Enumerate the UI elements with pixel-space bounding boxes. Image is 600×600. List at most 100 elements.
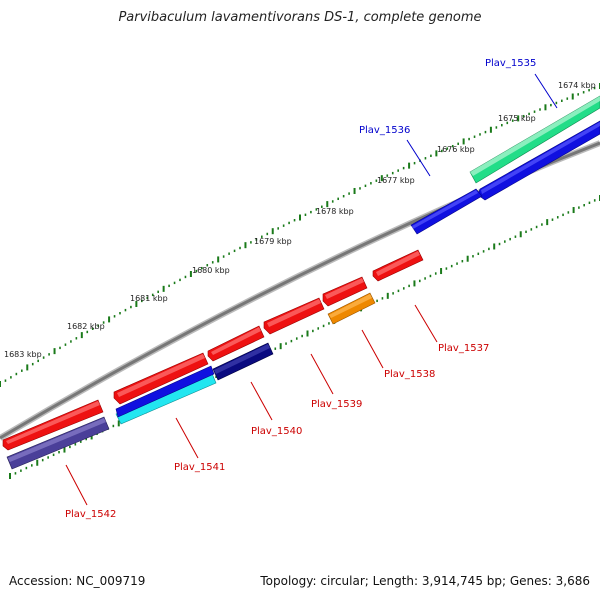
gene-arrow-plav-1537-shade — [376, 251, 420, 276]
minor-tick-mark — [195, 269, 198, 273]
major-tick-mark — [413, 280, 416, 287]
major-tick-mark — [380, 175, 383, 182]
callout-lines — [65, 73, 558, 506]
minor-tick-mark — [112, 424, 115, 428]
minor-tick-mark — [20, 469, 22, 472]
callout-line-plav-1539 — [310, 353, 334, 395]
minor-tick-mark — [506, 121, 509, 125]
minor-tick-mark — [391, 171, 394, 175]
minor-tick-mark — [59, 346, 61, 350]
gene-arrow-red-left-shade — [6, 401, 100, 444]
minor-tick-mark — [456, 262, 458, 265]
scale-labels: 1674 kbp 1675 kbp 1676 kbp 1677 kbp 1678… — [4, 81, 596, 359]
major-tick-mark — [466, 255, 469, 262]
major-tick-mark — [36, 459, 39, 466]
genome-summary-text: Topology: circular; Length: 3,914,745 bp… — [260, 574, 590, 588]
minor-tick-mark — [567, 211, 570, 214]
minor-tick-mark — [173, 281, 176, 285]
major-tick-mark — [546, 219, 549, 226]
minor-tick-mark — [522, 114, 525, 118]
gene-label-plav-1540[interactable]: Plav_1540 — [251, 426, 302, 437]
tick-label: 1682 kbp — [67, 322, 105, 331]
minor-tick-mark — [402, 287, 405, 290]
major-tick-mark — [408, 162, 411, 169]
major-tick-mark — [135, 300, 138, 307]
tick-label: 1681 kbp — [130, 294, 168, 303]
gene-label-plav-1542[interactable]: Plav_1542 — [65, 509, 116, 520]
minor-tick-mark — [364, 184, 367, 188]
gene-arrow-plav-1541[interactable] — [115, 365, 215, 418]
gene-arrow-plav-1540-shade — [214, 344, 270, 374]
minor-tick-mark — [451, 144, 454, 148]
minor-tick-mark — [577, 93, 579, 96]
major-tick-mark — [80, 332, 83, 339]
minor-tick-mark — [74, 443, 77, 446]
minor-tick-mark — [119, 312, 121, 315]
minor-tick-mark — [498, 242, 501, 246]
minor-tick-mark — [239, 246, 241, 250]
minor-tick-mark — [588, 201, 591, 205]
feature-green-cds-highlight — [470, 96, 600, 176]
major-tick-mark — [0, 381, 1, 387]
minor-tick-mark — [376, 299, 378, 303]
tick-label: 1676 kbp — [437, 145, 475, 154]
gene-label-plav-1539[interactable]: Plav_1539 — [311, 399, 362, 410]
minor-tick-mark — [317, 327, 320, 330]
minor-tick-mark — [321, 205, 323, 208]
minor-tick-mark — [381, 297, 384, 300]
major-tick-mark — [493, 243, 496, 250]
major-tick-mark — [326, 201, 329, 208]
minor-tick-mark — [539, 108, 541, 111]
minor-tick-mark — [4, 379, 7, 382]
major-tick-mark — [462, 138, 465, 145]
minor-tick-mark — [511, 119, 514, 122]
major-tick-mark — [435, 150, 438, 157]
gene-arrow-plav-1538-shade — [329, 294, 372, 318]
minor-tick-mark — [290, 339, 293, 343]
tick-label: 1678 kbp — [316, 207, 354, 216]
major-tick-mark — [279, 343, 282, 350]
minor-tick-mark — [457, 142, 459, 146]
minor-tick-mark — [70, 340, 72, 343]
gene-label-plav-1538[interactable]: Plav_1538 — [384, 369, 435, 380]
tick-label: 1677 kbp — [377, 176, 415, 185]
minor-tick-mark — [184, 275, 187, 279]
minor-tick-mark — [479, 133, 481, 136]
minor-tick-mark — [282, 224, 285, 227]
tick-label: 1680 kbp — [192, 266, 230, 275]
gene-label-plav-1537[interactable]: Plav_1537 — [438, 343, 489, 354]
minor-tick-mark — [504, 240, 506, 243]
minor-tick-mark — [211, 261, 214, 264]
tick-label: 1675 kbp — [498, 114, 536, 123]
minor-tick-mark — [375, 179, 378, 182]
minor-tick-mark — [315, 208, 318, 211]
minor-tick-mark — [408, 284, 410, 288]
minor-tick-mark — [261, 235, 263, 238]
minor-tick-mark — [530, 228, 533, 231]
minor-tick-mark — [266, 232, 269, 236]
minor-tick-mark — [75, 337, 78, 340]
gene-label-plav-1541[interactable]: Plav_1541 — [174, 462, 225, 473]
forward-track — [410, 95, 600, 235]
major-tick-mark — [386, 292, 389, 299]
major-tick-mark — [440, 268, 443, 275]
minor-tick-mark — [582, 91, 585, 94]
minor-tick-mark — [37, 359, 39, 363]
callout-line-plav-1535 — [534, 73, 558, 109]
minor-tick-mark — [402, 166, 405, 170]
callout-line-plav-1536 — [406, 139, 431, 177]
minor-tick-mark — [501, 123, 503, 127]
minor-tick-mark — [468, 137, 470, 141]
gene-label-plav-1536[interactable]: Plav_1536 — [359, 125, 410, 136]
minor-tick-mark — [418, 279, 421, 283]
minor-tick-mark — [392, 292, 394, 295]
gene-label-plav-1535[interactable]: Plav_1535 — [485, 58, 536, 69]
minor-tick-mark — [429, 274, 432, 278]
minor-tick-mark — [41, 458, 44, 462]
minor-tick-mark — [514, 235, 517, 238]
minor-tick-mark — [593, 199, 596, 202]
minor-tick-mark — [48, 353, 50, 356]
gene-arrow-red-upper-shade — [325, 278, 364, 299]
